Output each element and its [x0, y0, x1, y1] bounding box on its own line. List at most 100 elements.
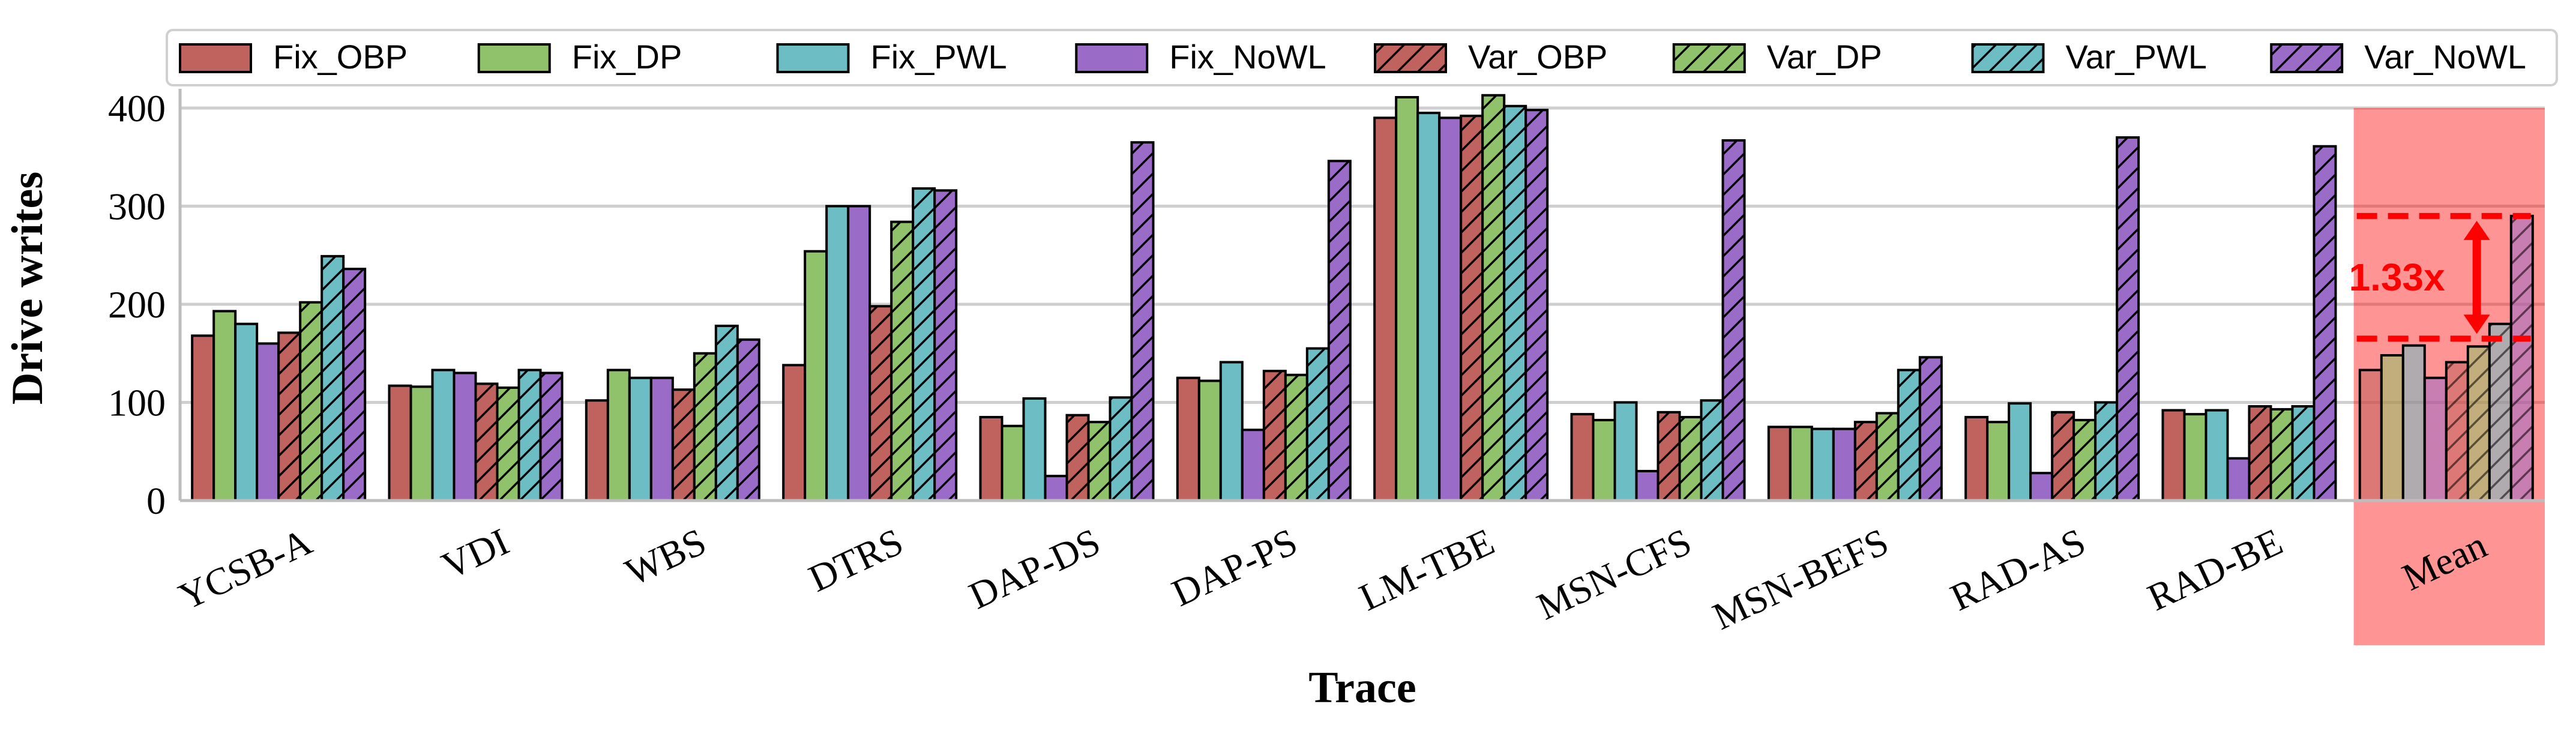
bar-fix-nowl-dap-ds: [1044, 475, 1068, 502]
bar-fix-nowl-msn-cfs: [1635, 469, 1660, 502]
x-tick-label: WBS: [619, 520, 712, 594]
bar-fix-dp-lm-tbe: [1395, 96, 1419, 502]
y-tick-label: 0: [146, 480, 166, 522]
x-tick-label: MSN-CFS: [1530, 520, 1697, 628]
bar-hatch: [934, 190, 957, 501]
legend-label: Fix_OBP: [273, 38, 408, 76]
legend-swatch: [1075, 43, 1149, 73]
bar-hatch: [891, 221, 913, 501]
bar-hatch: [1679, 417, 1702, 501]
arrow-up-icon: [2463, 220, 2490, 240]
bar-fix-dp-rad-be: [2183, 413, 2207, 502]
bar-hatch: [672, 390, 694, 501]
bar-hatch: [2314, 146, 2336, 501]
legend-swatch: [179, 43, 252, 73]
legend-swatch-hatch: [1673, 44, 1745, 72]
bar-hatch: [475, 384, 498, 501]
bar-hatch: [1482, 95, 1505, 501]
bar-hatch: [1088, 422, 1110, 501]
bar-hatch: [694, 353, 716, 501]
bar-fix-pwl-rad-as: [2008, 402, 2032, 502]
legend-swatch: [776, 43, 850, 73]
bar-hatch: [2446, 362, 2468, 501]
bar-fix-nowl-lm-tbe: [1438, 116, 1463, 502]
legend: Fix_OBP Fix_DP Fix_PWL Fix_NoWL Var_OBP Var_D…: [166, 29, 2558, 86]
bar-fix-pwl-vdi: [431, 369, 456, 502]
bar-fix-pwl-msn-cfs: [1613, 401, 1638, 502]
bar-hatch: [2117, 137, 2139, 501]
bar-hatch: [540, 373, 562, 501]
bar-hatch: [1919, 357, 1942, 501]
bar-fix-dp-mean: [2380, 354, 2404, 502]
bar-fix-obp-rad-as: [1964, 416, 1989, 502]
bar-fix-pwl-mean: [2401, 344, 2426, 502]
bar-fix-dp-msn-befs: [1789, 426, 1813, 502]
bar-hatch: [322, 256, 344, 501]
bar-hatch: [1526, 110, 1548, 501]
x-tick-label: DTRS: [802, 520, 909, 600]
x-tick-label: MSN-BEFS: [1706, 520, 1895, 638]
x-tick-labels: YCSB-A VDI WBS DTRS DAP-DS DAP-PS LM-TBE MSN-CF…: [172, 520, 2493, 638]
bar-fix-nowl-msn-befs: [1832, 427, 1856, 502]
legend-label: Fix_NoWL: [1169, 38, 1326, 76]
bar-fix-dp-vdi: [409, 385, 434, 502]
x-tick-label: RAD-AS: [1944, 520, 2092, 619]
bar-hatch: [1131, 142, 1154, 501]
bar-hatch: [497, 387, 519, 501]
bar-hatch: [715, 325, 738, 501]
bar-fix-obp-lm-tbe: [1373, 116, 1398, 502]
bar-hatch: [2052, 412, 2074, 501]
x-tick-label: VDI: [435, 520, 515, 587]
bar-fix-obp-msn-befs: [1767, 426, 1792, 502]
arrow-down-icon: [2463, 314, 2490, 334]
axes: [178, 89, 2545, 502]
bar-fix-nowl-mean: [2423, 376, 2448, 502]
bar-hatch: [2511, 215, 2533, 501]
bar-hatch: [737, 339, 759, 501]
x-tick-label: YCSB-A: [172, 520, 318, 618]
legend-swatch-hatch: [1972, 44, 2044, 72]
bar-hatch: [278, 332, 301, 501]
bar-fix-pwl-rad-be: [2204, 409, 2229, 502]
y-tick-label: 400: [108, 87, 166, 130]
bar-hatch: [1328, 161, 1350, 501]
bar-hatch: [1307, 348, 1329, 501]
legend-label: Fix_DP: [572, 38, 682, 76]
bar-hatch: [1263, 371, 1286, 501]
bar-fix-dp-wbs: [606, 369, 631, 502]
bar-fix-pwl-msn-befs: [1810, 427, 1835, 502]
y-tick-label: 300: [108, 185, 166, 228]
bar-fix-obp-dtrs: [782, 364, 807, 502]
legend-label: Var_PWL: [2066, 38, 2207, 76]
y-tick-label: 200: [108, 283, 166, 326]
bar-fix-pwl-dap-ps: [1219, 361, 1244, 502]
bar-hatch: [1855, 422, 1877, 501]
bar-fix-nowl-ycsb-a: [256, 342, 280, 502]
legend-label: Var_DP: [1767, 38, 1882, 76]
legend-swatch-hatch: [1375, 44, 1446, 72]
bar-fix-pwl-dtrs: [825, 205, 850, 502]
bar-hatch: [2271, 409, 2293, 501]
bar-hatch: [1898, 370, 1920, 501]
x-tick-label: DAP-DS: [963, 520, 1107, 617]
bar-fix-pwl-ycsb-a: [234, 322, 259, 502]
bar-hatch: [300, 302, 322, 501]
bar-fix-nowl-rad-as: [2029, 472, 2054, 502]
x-tick-label: RAD-BE: [2141, 520, 2289, 619]
y-tick-labels: 0 100 200 300 400: [108, 87, 166, 522]
bars: [191, 94, 2534, 502]
bar-hatch: [1723, 140, 1745, 501]
bar-hatch: [1285, 375, 1307, 501]
bar-fix-obp-rad-be: [2161, 409, 2186, 502]
bar-fix-dp-rad-as: [1986, 421, 2011, 502]
bar-fix-obp-dap-ds: [979, 416, 1004, 502]
legend-label: Var_NoWL: [2364, 38, 2526, 76]
bar-fix-obp-dap-ps: [1176, 376, 1200, 502]
bar-hatch: [2467, 346, 2490, 501]
bar-hatch: [1110, 397, 1132, 501]
legend-swatch-hatch: [2271, 44, 2343, 72]
bar-fix-pwl-wbs: [628, 376, 652, 502]
bar-fix-obp-mean: [2358, 369, 2383, 502]
bar-fix-obp-vdi: [388, 384, 412, 502]
